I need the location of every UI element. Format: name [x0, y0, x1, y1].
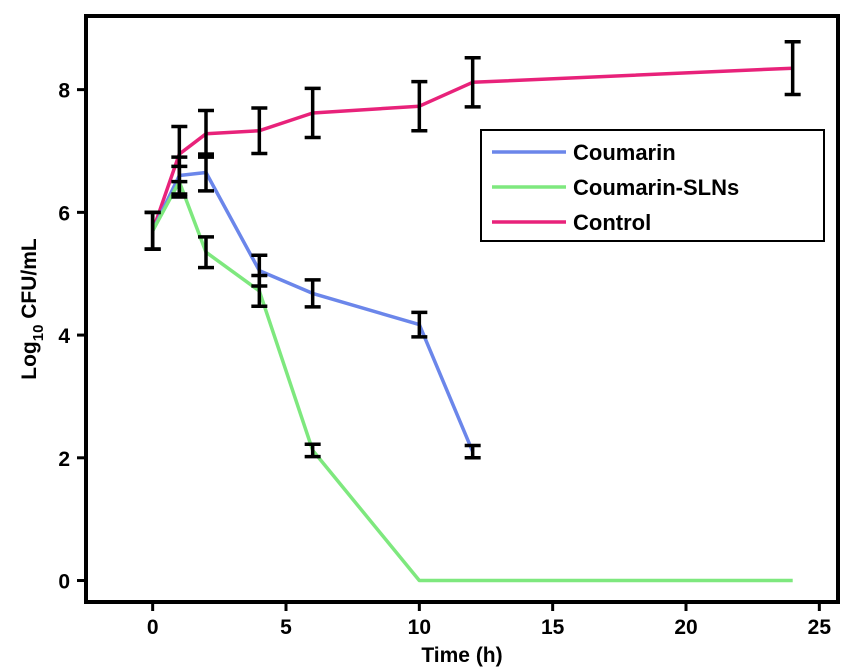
y-axis-title-suffix: CFU/mL: [18, 238, 41, 325]
error-bar-coumarin-slns: [251, 273, 268, 308]
series-line-control: [151, 66, 793, 232]
error-bar-coumarin-slns: [304, 442, 321, 459]
y-tick-label: 2: [58, 448, 70, 471]
legend-label-control: Control: [573, 210, 651, 235]
error-bar-control: [411, 79, 428, 133]
error-bars: [144, 40, 801, 460]
legend-label-coumarin: Coumarin: [573, 140, 676, 165]
y-tick-label: 8: [58, 80, 70, 103]
x-tick-label: 0: [147, 616, 159, 639]
error-bar-control: [464, 55, 481, 109]
x-tick-label: 25: [808, 616, 832, 639]
error-bar-control: [251, 106, 268, 156]
error-bar-control: [304, 86, 321, 140]
plot-frame: [84, 14, 840, 604]
error-bar-control: [198, 108, 214, 159]
tick-labels: 0 5 10 15 20 25 0 2 4 6 8: [58, 80, 831, 639]
error-bar-coumarin: [411, 310, 428, 339]
error-bar-control: [144, 210, 161, 251]
y-axis-title-subscript: 10: [30, 325, 47, 342]
tick-marks: [77, 88, 821, 611]
y-tick-label: 6: [58, 202, 70, 225]
legend: Coumarin Coumarin-SLNs Control: [480, 129, 825, 242]
y-tick-label: 4: [58, 325, 70, 348]
error-bar-control: [171, 124, 188, 184]
error-bar-coumarin: [304, 278, 321, 309]
y-tick-label: 0: [58, 571, 70, 594]
x-tick-label: 5: [280, 616, 292, 639]
legend-label-coumarin-slns: Coumarin-SLNs: [573, 175, 739, 200]
x-tick-label: 10: [408, 616, 431, 639]
x-tick-label: 20: [674, 616, 697, 639]
error-bar-control: [784, 40, 801, 97]
x-tick-label: 15: [541, 616, 565, 639]
x-axis-title: Time (h): [421, 644, 502, 667]
error-bar-coumarin: [464, 443, 481, 460]
y-axis-title: Log10 CFU/mL: [18, 238, 47, 380]
error-bar-coumarin-slns: [198, 235, 214, 270]
y-axis-title-prefix: Log: [18, 341, 41, 379]
